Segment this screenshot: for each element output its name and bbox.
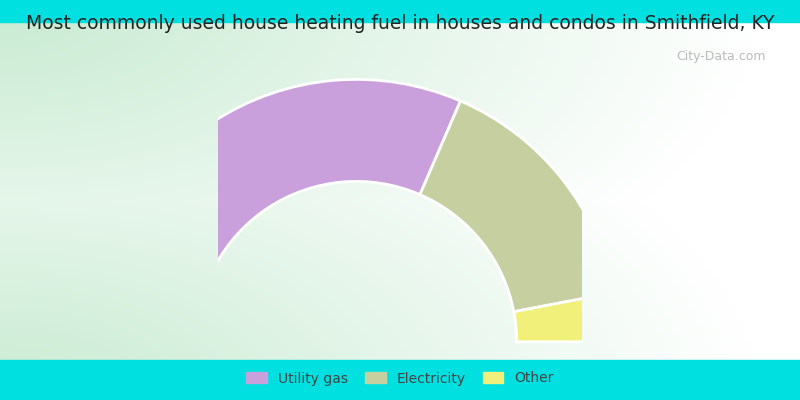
Legend: Utility gas, Electricity, Other: Utility gas, Electricity, Other	[241, 366, 559, 391]
Wedge shape	[94, 79, 461, 342]
Wedge shape	[420, 101, 614, 312]
Wedge shape	[514, 293, 618, 342]
Text: City-Data.com: City-Data.com	[676, 50, 766, 63]
Text: Most commonly used house heating fuel in houses and condos in Smithfield, KY: Most commonly used house heating fuel in…	[26, 14, 774, 33]
